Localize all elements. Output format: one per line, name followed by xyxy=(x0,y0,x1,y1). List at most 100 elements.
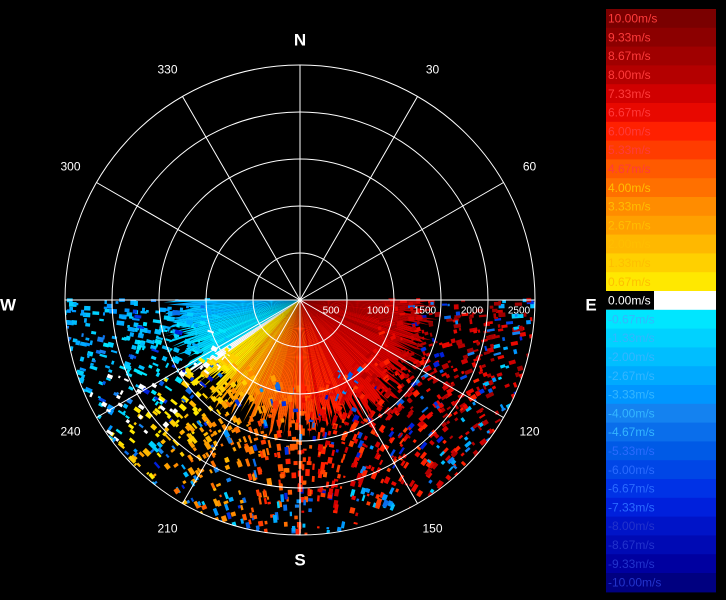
colorbar-swatch xyxy=(606,535,716,555)
velocity-cell xyxy=(506,436,514,442)
velocity-cell xyxy=(476,341,480,346)
velocity-cell xyxy=(124,364,132,370)
velocity-cell xyxy=(351,361,358,369)
velocity-cell xyxy=(322,446,327,449)
colorbar-swatch xyxy=(606,121,716,142)
velocity-cell xyxy=(224,456,230,464)
velocity-cell xyxy=(356,498,360,502)
velocity-cell xyxy=(205,435,213,444)
velocity-cell xyxy=(344,384,350,393)
velocity-cell xyxy=(203,361,210,369)
velocity-cell xyxy=(106,303,113,309)
colorbar-swatch xyxy=(606,479,716,499)
velocity-cell xyxy=(302,523,306,528)
velocity-cell xyxy=(153,396,159,401)
velocity-cell xyxy=(90,330,97,335)
velocity-cell xyxy=(481,419,489,426)
velocity-cell xyxy=(325,548,330,556)
velocity-cell xyxy=(224,539,229,546)
velocity-cell xyxy=(505,320,514,325)
velocity-cell xyxy=(225,411,230,416)
velocity-cell xyxy=(181,398,186,403)
velocity-cell xyxy=(240,550,243,553)
velocity-cell xyxy=(453,374,460,379)
velocity-cell xyxy=(65,322,66,326)
velocity-cell xyxy=(328,488,334,496)
velocity-cell xyxy=(182,471,189,478)
velocity-cell xyxy=(122,403,129,409)
velocity-cell xyxy=(388,430,395,438)
velocity-cell xyxy=(133,451,139,457)
velocity-cell xyxy=(247,473,253,481)
velocity-cell xyxy=(338,425,342,429)
velocity-cell xyxy=(403,528,409,534)
velocity-cell xyxy=(359,393,366,400)
velocity-cell xyxy=(156,441,163,449)
velocity-cell xyxy=(75,407,83,413)
velocity-cell xyxy=(145,338,155,345)
velocity-cell xyxy=(430,301,434,305)
velocity-cell xyxy=(496,460,502,465)
velocity-cell xyxy=(540,343,547,347)
velocity-cell xyxy=(478,314,487,318)
velocity-cell xyxy=(269,554,273,560)
velocity-cell xyxy=(307,488,310,496)
velocity-cell xyxy=(188,400,197,408)
velocity-cell xyxy=(98,401,104,408)
velocity-cell xyxy=(398,373,406,381)
sector-wedge xyxy=(169,300,300,319)
compass-south: S xyxy=(294,550,305,569)
velocity-cell xyxy=(209,469,213,474)
sector-wedge xyxy=(283,300,300,436)
velocity-cell xyxy=(259,549,263,555)
velocity-cell xyxy=(347,546,351,549)
velocity-cell xyxy=(376,405,383,412)
velocity-cell xyxy=(209,385,216,392)
velocity-cell xyxy=(172,309,181,316)
velocity-cell xyxy=(276,501,280,509)
velocity-cell xyxy=(132,317,140,321)
colorbar-swatch xyxy=(606,366,716,386)
velocity-cell xyxy=(170,398,178,406)
velocity-cell xyxy=(159,405,166,412)
velocity-cell xyxy=(276,443,282,452)
velocity-cell xyxy=(389,449,396,457)
velocity-cell xyxy=(400,523,407,530)
velocity-cell xyxy=(475,407,485,414)
sector-wedge xyxy=(183,300,300,334)
velocity-cell xyxy=(447,303,450,307)
velocity-cell xyxy=(491,377,497,383)
sector-wedge xyxy=(300,300,410,351)
velocity-cell xyxy=(508,359,517,366)
sector-wedge xyxy=(300,300,396,399)
velocity-cell xyxy=(174,355,183,362)
velocity-cell xyxy=(96,336,105,343)
velocity-cell xyxy=(479,368,484,372)
sector-wedge xyxy=(274,300,300,419)
velocity-cell xyxy=(516,365,524,372)
velocity-cell xyxy=(472,423,479,429)
velocity-cell xyxy=(498,312,506,318)
velocity-cell xyxy=(79,367,87,372)
velocity-cell xyxy=(195,391,202,398)
colorbar-swatch xyxy=(606,46,716,66)
sector-wedge xyxy=(277,300,300,428)
velocity-cell xyxy=(437,407,443,414)
velocity-cell xyxy=(228,389,233,393)
compass-north: N xyxy=(294,30,306,49)
velocity-cell xyxy=(186,437,194,444)
velocity-cell xyxy=(545,354,549,358)
angle-label: 30 xyxy=(426,63,440,77)
velocity-cell xyxy=(206,421,214,429)
velocity-cell xyxy=(185,319,194,326)
velocity-cell xyxy=(161,355,168,362)
velocity-cell xyxy=(374,502,382,510)
velocity-cell xyxy=(115,301,119,304)
velocity-cell xyxy=(80,374,86,380)
velocity-cell xyxy=(82,436,88,441)
sector-wedge xyxy=(240,300,300,412)
velocity-cell xyxy=(182,514,189,522)
velocity-cell xyxy=(56,350,61,353)
velocity-cell xyxy=(294,515,298,520)
sector-wedge xyxy=(300,300,433,310)
